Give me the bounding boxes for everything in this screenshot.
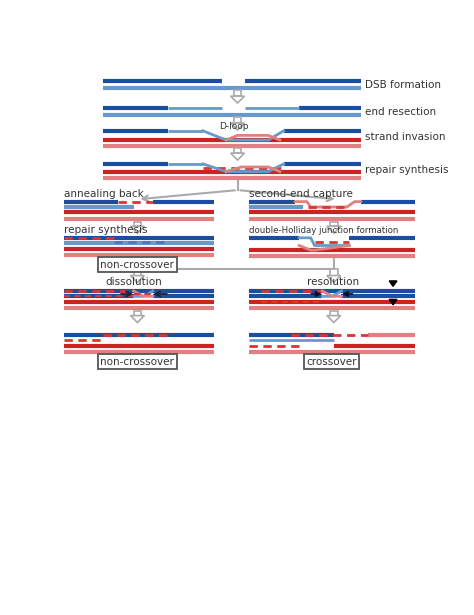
Polygon shape [134, 221, 141, 226]
Text: non-crossover: non-crossover [100, 357, 174, 367]
Text: D-loop: D-loop [219, 122, 248, 130]
Polygon shape [130, 226, 145, 233]
Text: end resection: end resection [365, 106, 436, 116]
Polygon shape [134, 311, 141, 315]
Polygon shape [327, 226, 341, 233]
Polygon shape [234, 90, 241, 96]
Text: second-end capture: second-end capture [249, 189, 353, 199]
Polygon shape [134, 269, 141, 276]
Polygon shape [234, 117, 241, 123]
Text: dissolution: dissolution [105, 277, 162, 287]
Polygon shape [389, 281, 397, 287]
Polygon shape [330, 311, 337, 315]
Text: resolution: resolution [307, 277, 359, 287]
Polygon shape [231, 123, 245, 130]
Text: annealing back: annealing back [64, 189, 144, 199]
Polygon shape [389, 300, 397, 305]
Polygon shape [330, 221, 337, 226]
Text: DSB formation: DSB formation [365, 79, 441, 90]
Polygon shape [231, 96, 245, 103]
Text: repair synthesis: repair synthesis [365, 165, 448, 175]
Polygon shape [130, 276, 145, 282]
Text: double-Holliday junction formation: double-Holliday junction formation [249, 226, 399, 234]
Text: non-crossover: non-crossover [100, 260, 174, 270]
Text: strand invasion: strand invasion [365, 132, 445, 142]
Text: crossover: crossover [306, 357, 357, 367]
Polygon shape [330, 269, 337, 276]
Polygon shape [327, 315, 341, 322]
Polygon shape [231, 153, 245, 160]
Polygon shape [130, 315, 145, 322]
Polygon shape [327, 276, 341, 282]
Polygon shape [234, 148, 241, 153]
Text: repair synthesis: repair synthesis [64, 225, 148, 235]
